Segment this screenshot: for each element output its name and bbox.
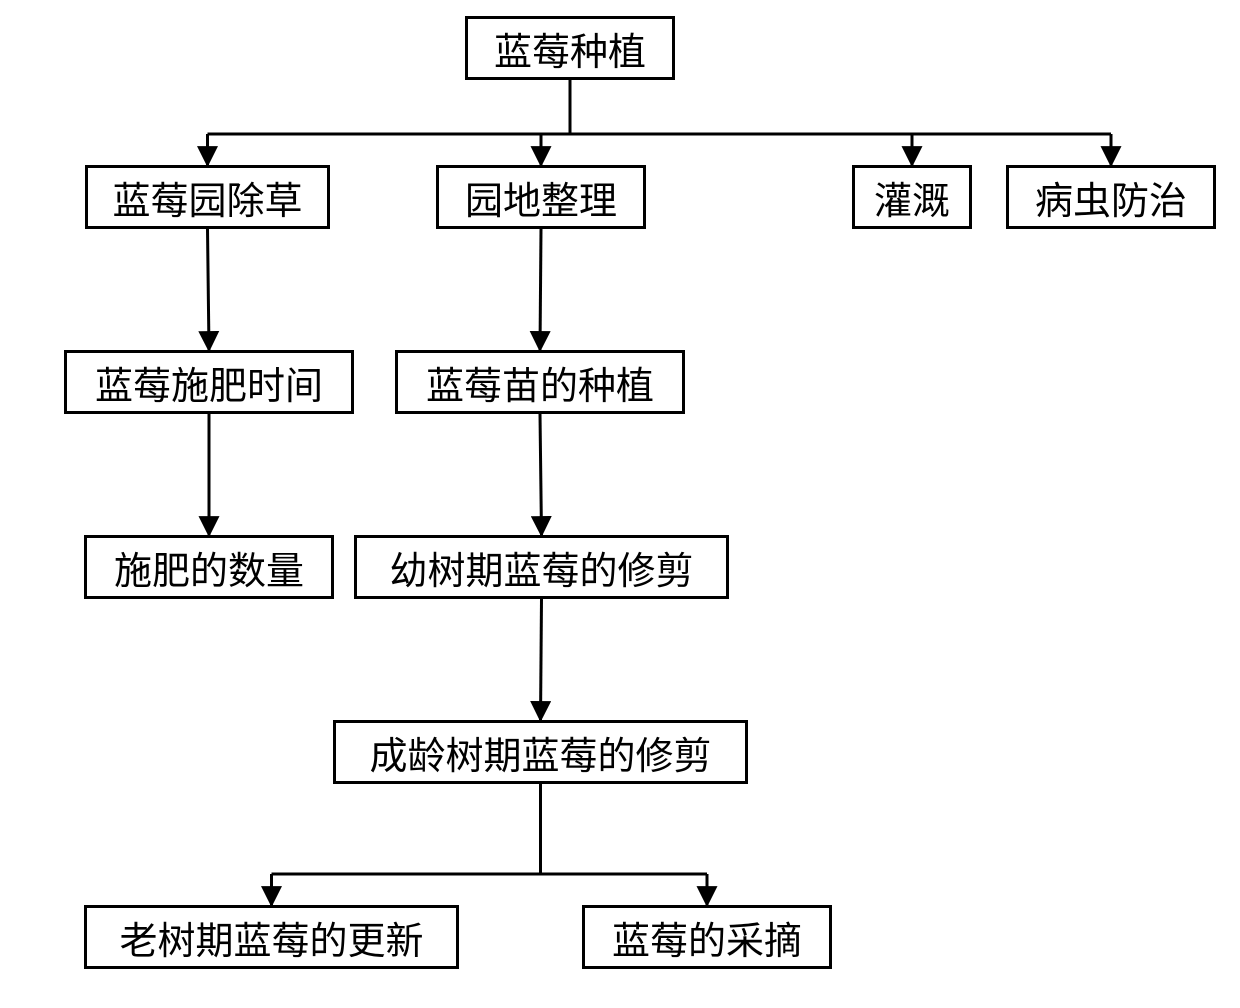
node-label: 老树期蓝莓的更新: [119, 910, 423, 965]
node-n_land: 园地整理: [436, 165, 646, 229]
node-label: 幼树期蓝莓的修剪: [389, 540, 693, 595]
node-n_young: 幼树期蓝莓的修剪: [354, 535, 729, 599]
node-label: 蓝莓的采摘: [612, 910, 802, 965]
edge-segment: [540, 229, 541, 350]
node-label: 蓝莓施肥时间: [95, 355, 323, 410]
node-label: 灌溉: [874, 170, 950, 225]
node-root: 蓝莓种植: [465, 16, 675, 80]
node-label: 蓝莓苗的种植: [426, 355, 654, 410]
edge-segment: [540, 414, 542, 535]
node-label: 病虫防治: [1035, 170, 1187, 225]
node-n_weed: 蓝莓园除草: [85, 165, 330, 229]
node-n_pick: 蓝莓的采摘: [582, 905, 832, 969]
node-label: 园地整理: [465, 170, 617, 225]
node-n_old: 老树期蓝莓的更新: [84, 905, 459, 969]
edge-segment: [208, 229, 210, 350]
node-n_adult: 成龄树期蓝莓的修剪: [333, 720, 748, 784]
flowchart-canvas: 蓝莓种植蓝莓园除草 园地整理 灌溉 病虫防治蓝莓施肥时间 蓝莓苗的种植施肥的数量 幼树期蓝…: [0, 0, 1240, 1008]
node-n_plant: 蓝莓苗的种植: [395, 350, 685, 414]
node-n_ftime: 蓝莓施肥时间: [64, 350, 354, 414]
node-n_pest: 病虫防治: [1006, 165, 1216, 229]
node-label: 蓝莓种植: [494, 21, 646, 76]
edge-segment: [541, 599, 542, 720]
node-label: 成龄树期蓝莓的修剪: [369, 725, 711, 780]
node-label: 施肥的数量: [114, 540, 304, 595]
node-label: 蓝莓园除草: [112, 170, 302, 225]
edges-layer: [0, 0, 1240, 1008]
node-n_famt: 施肥的数量: [84, 535, 334, 599]
node-n_irr: 灌溉: [852, 165, 972, 229]
